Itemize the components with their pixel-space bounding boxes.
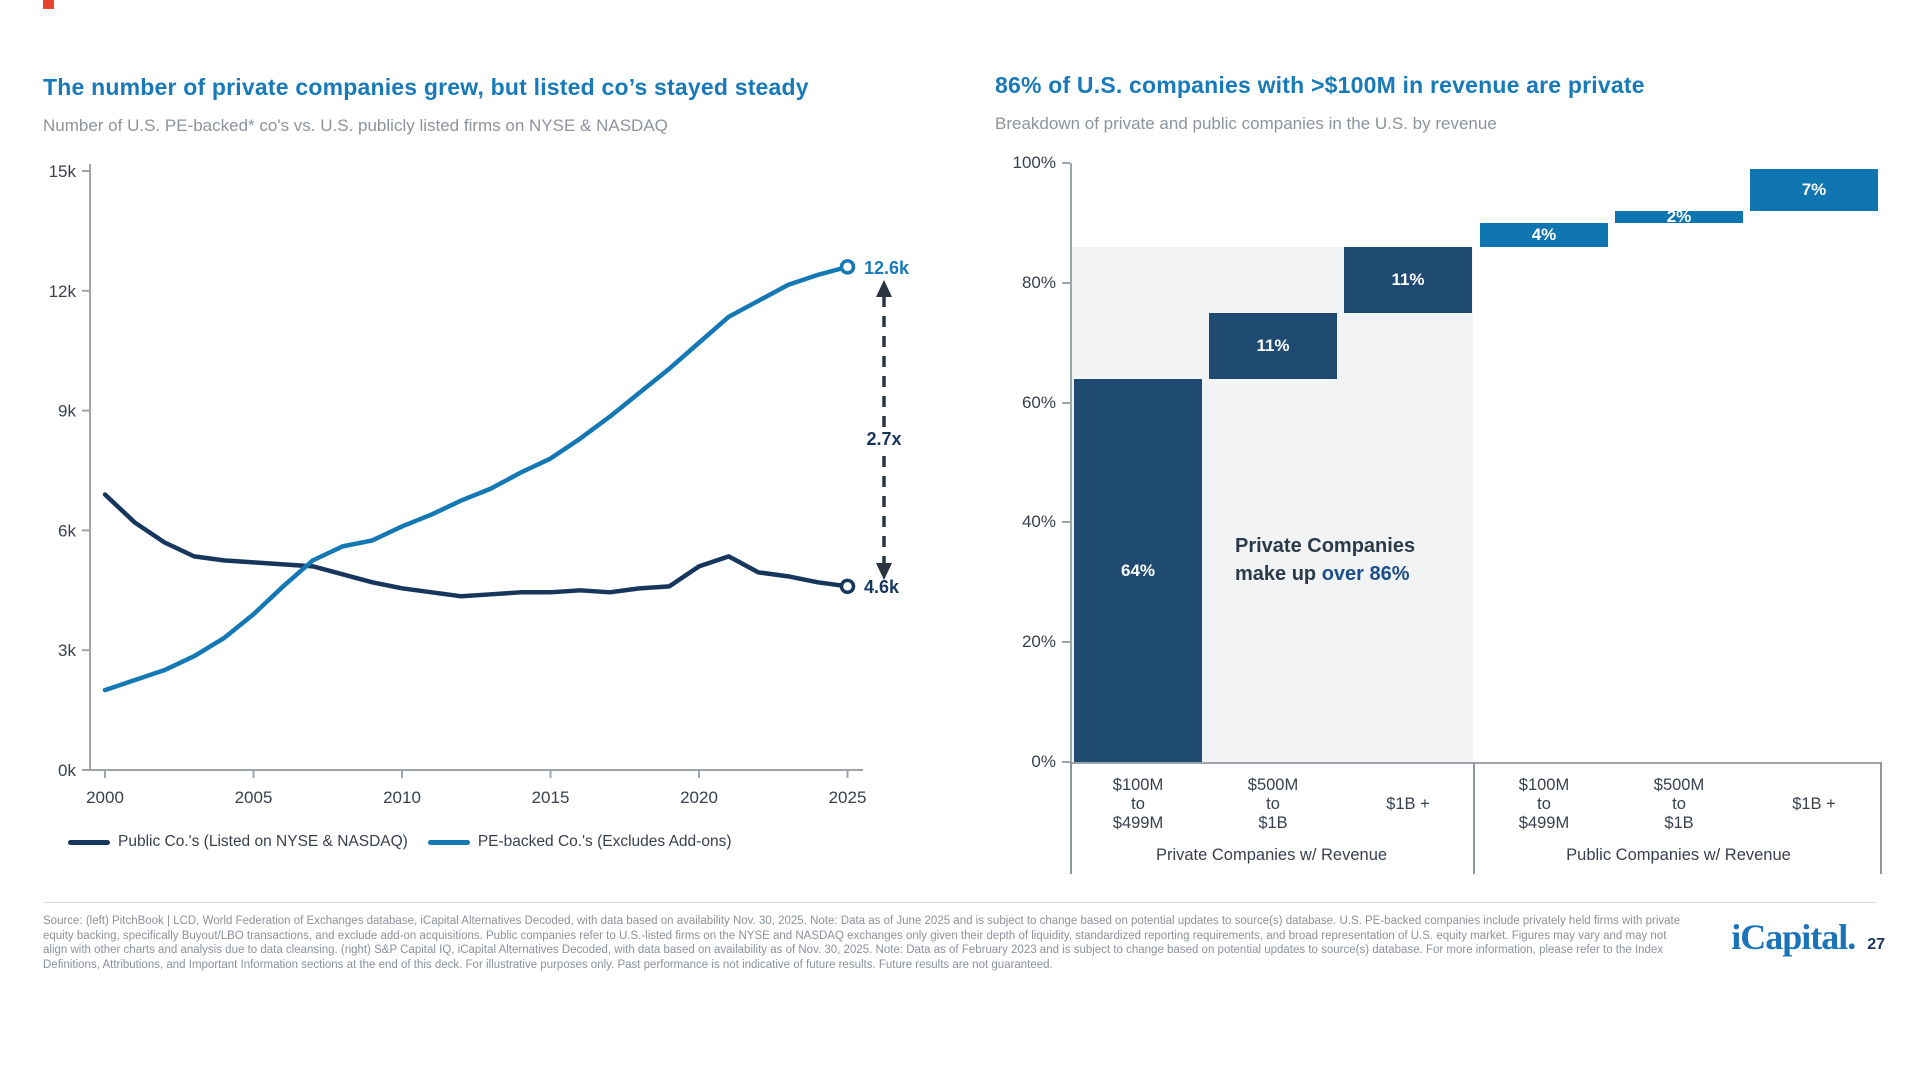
y-tick xyxy=(1062,761,1070,763)
category-label: $100M to $499M xyxy=(1074,774,1202,834)
page-number: 27 xyxy=(1867,936,1885,953)
x-tick-label: 2025 xyxy=(829,788,867,807)
category-label-line: to xyxy=(1131,794,1145,813)
category-label-line: $1B xyxy=(1258,813,1288,832)
group-label: Public Companies w/ Revenue xyxy=(1566,846,1791,864)
bar-segment: 7% xyxy=(1750,168,1878,211)
group-bracket-line xyxy=(1473,762,1475,874)
x-tick-label: 2005 xyxy=(235,788,273,807)
category-label-line: to xyxy=(1537,794,1551,813)
y-tick-label: 9k xyxy=(58,402,76,421)
x-tick-label: 2000 xyxy=(86,788,124,807)
category-label: $1B + xyxy=(1750,774,1878,834)
bar-value-label: 4% xyxy=(1531,225,1557,245)
y-tick-label: 80% xyxy=(1021,272,1056,292)
bar-segment: 4% xyxy=(1480,222,1608,247)
bar-segment: 2% xyxy=(1615,207,1743,227)
y-tick-label: 20% xyxy=(1021,632,1056,652)
y-tick-label: 15k xyxy=(49,162,77,181)
legend-item-pe: PE-backed Co.'s (Excludes Add-ons) xyxy=(427,833,732,851)
y-tick-label: 6k xyxy=(58,521,76,540)
category-label-line: $1B + xyxy=(1792,794,1836,813)
bar-value-label: 11% xyxy=(1256,336,1290,356)
right-chart-subtitle: Breakdown of private and public companie… xyxy=(995,114,1497,133)
x-tick-label: 2020 xyxy=(680,788,718,807)
line-chart: 0k 3k 6k 9k 12k 15k 2000 2005 2010 2015 2020 2025 xyxy=(49,162,892,807)
pe-end-value-label: 12.6k xyxy=(864,258,910,278)
bar-chart: 64% 11% 11% 4% 2% 7% 0% 20% 40% 60% 80% 100% $100M to… xyxy=(995,150,1920,910)
pe-line-swatch-icon xyxy=(427,839,470,845)
legend-label-public: Public Co.'s (Listed on NYSE & NASDAQ) xyxy=(118,833,408,850)
icapital-logo: iCapital. xyxy=(1731,917,1856,957)
category-label: $1B + xyxy=(1344,774,1472,834)
line-chart-legend: Public Co.'s (Listed on NYSE & NASDAQ) P… xyxy=(30,833,920,851)
y-tick-label: 60% xyxy=(1021,392,1056,412)
annotation-line1: Private Companies xyxy=(1235,535,1416,557)
category-label: $500M to $1B xyxy=(1615,774,1743,834)
right-chart-title: 86% of U.S. companies with >$100M in rev… xyxy=(995,72,1645,98)
bar-segment: 64% xyxy=(1074,378,1202,762)
category-label-line: $100M xyxy=(1518,775,1570,794)
series-line xyxy=(102,492,850,599)
y-tick xyxy=(1062,641,1070,644)
footer-source-text: Source: (left) PitchBook | LCD, World Fe… xyxy=(43,915,1681,971)
multiple-label: 2.7x xyxy=(861,428,907,451)
y-tick-label: 0% xyxy=(1031,752,1056,771)
category-label-line: $499M xyxy=(1112,813,1164,832)
y-tick xyxy=(1062,281,1070,284)
group-label: Private Companies w/ Revenue xyxy=(1155,846,1388,864)
category-label-line: $1B xyxy=(1664,813,1694,832)
slide-accent-mark xyxy=(43,0,54,9)
y-tick xyxy=(1062,401,1070,404)
bar-value-label: 7% xyxy=(1801,180,1827,200)
bar-value-label: 64% xyxy=(1120,560,1156,580)
annotation-line2-plain: make up xyxy=(1235,563,1322,585)
footer-brand: iCapital. 27 xyxy=(1731,916,1885,958)
left-chart-title: The number of private companies grew, bu… xyxy=(43,74,809,100)
private-companies-annotation: Private Companies make up over 86% xyxy=(1235,532,1415,588)
bar-value-label: 11% xyxy=(1391,270,1425,290)
y-tick xyxy=(1062,521,1070,524)
category-label: $500M to $1B xyxy=(1209,774,1337,834)
arrow-up-icon xyxy=(876,280,892,297)
y-tick-label: 0k xyxy=(58,761,76,780)
category-label-line: $500M xyxy=(1247,775,1299,794)
y-tick-label: 3k xyxy=(58,641,76,660)
category-label-line: to xyxy=(1672,794,1686,813)
category-label: $100M to $499M xyxy=(1480,774,1608,834)
x-tick-label: 2010 xyxy=(383,788,421,807)
category-label-line: $100M xyxy=(1112,775,1164,794)
series-end-marker xyxy=(839,578,856,595)
x-tick-label: 2015 xyxy=(532,788,570,807)
y-tick-label: 12k xyxy=(49,282,77,301)
right-x-axis xyxy=(1070,762,1882,764)
series-line xyxy=(102,264,850,693)
legend-item-public: Public Co.'s (Listed on NYSE & NASDAQ) xyxy=(68,833,408,851)
legend-label-pe: PE-backed Co.'s (Excludes Add-ons) xyxy=(477,833,732,850)
y-tick xyxy=(1062,162,1070,164)
category-label-line: $500M xyxy=(1653,775,1705,794)
series-end-marker xyxy=(839,259,856,275)
bar-segment: 11% xyxy=(1209,312,1337,379)
annotation-line2-accent: over 86% xyxy=(1321,563,1410,585)
group-bracket-line xyxy=(1880,762,1882,874)
category-label-line: $499M xyxy=(1518,813,1570,832)
arrow-down-icon xyxy=(876,563,892,580)
y-tick-label: 100% xyxy=(1012,153,1056,172)
right-y-axis xyxy=(1070,163,1072,762)
left-chart-subtitle: Number of U.S. PE-backed* co's vs. U.S. … xyxy=(43,116,668,135)
bar-value-label: 2% xyxy=(1666,207,1692,227)
bar-segment: 11% xyxy=(1344,246,1472,313)
category-label-line: to xyxy=(1266,794,1280,813)
public-line-swatch-icon xyxy=(68,839,110,845)
group-bracket-line xyxy=(1070,762,1072,874)
y-tick-label: 40% xyxy=(1021,512,1056,532)
public-end-value-label: 4.6k xyxy=(864,577,900,597)
footer-divider xyxy=(43,902,1877,903)
category-label-line: $1B + xyxy=(1386,794,1430,813)
